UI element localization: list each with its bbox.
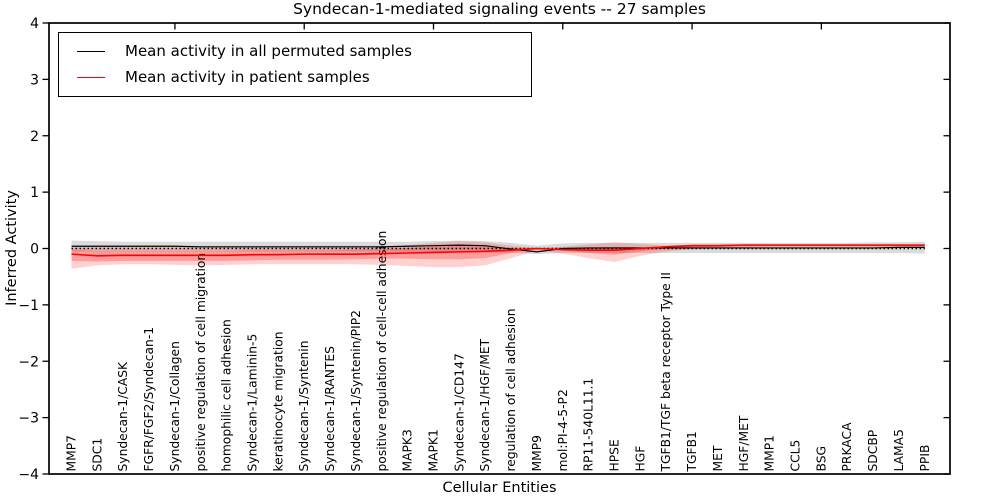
x-tick-label: homophilic cell adhesion [220,319,234,471]
legend-item-patient: Mean activity in patient samples [59,70,531,85]
y-tick-label: 2 [30,129,39,145]
permuted-mean-line [71,244,925,253]
legend-label-permuted: Mean activity in all permuted samples [125,42,412,60]
patient-samples-inner-band [71,244,925,262]
x-tick-label: TGFB1 [685,431,699,472]
x-tick-label: Syndecan-1/Syntenin [297,340,311,471]
x-tick-label: HGF/MET [737,415,751,471]
x-tick-label: MMP9 [530,435,544,471]
x-tick-label: MET [711,445,725,471]
y-tick-label: −1 [18,298,39,314]
x-tick-label: MAPK1 [426,429,440,471]
legend-label-patient: Mean activity in patient samples [125,68,370,86]
legend: Mean activity in all permuted samples Me… [58,32,532,97]
x-axis-label: Cellular Entities [442,480,557,496]
y-tick-labels: 4 3 2 1 0 −1 −2 −3 −4 [18,16,39,483]
x-tick-label: TGFB1/TGF beta receptor Type II [659,272,673,472]
x-tick-label: MAPK3 [401,429,415,471]
x-tick-labels: MMP7 SDC1 Syndecan-1/CASK FGFR/FGF2/Syndeca… [65,231,932,473]
x-tick-label: Syndecan-1/Syntenin/PIP2 [349,310,363,471]
x-tick-label: SDCBP [866,430,880,472]
patient-mean-line [71,244,925,257]
axis-ticks [42,22,950,475]
x-tick-label: positive regulation of cell migration [194,253,208,472]
legend-item-permuted: Mean activity in all permuted samples [59,44,531,59]
x-tick-label: LAMA5 [892,429,906,471]
y-tick-label: −3 [18,411,39,427]
chart-title: Syndecan-1-mediated signaling events -- … [293,0,706,18]
x-tick-label: MMP7 [65,435,79,471]
y-tick-label: −4 [18,467,39,483]
y-tick-label: 1 [30,185,39,201]
y-tick-label: 3 [30,72,39,88]
x-tick-label: positive regulation of cell-cell adhesio… [375,231,389,472]
x-tick-label: HPSE [607,439,621,471]
x-tick-label: keratinocyte migration [271,331,285,471]
x-tick-label: Syndecan-1/Laminin-5 [245,334,259,472]
permuted-line-swatch [77,51,105,52]
x-tick-label: PPIB [918,445,932,472]
x-tick-label: SDC1 [90,438,104,472]
x-tick-label: PRKACA [840,422,854,472]
x-tick-label: Syndecan-1/Collagen [168,341,182,471]
y-tick-label: 0 [30,242,39,258]
x-tick-label: Syndecan-1/CD147 [452,353,466,471]
x-tick-label: Syndecan-1/CASK [116,361,130,472]
patient-line-swatch [77,77,105,78]
x-tick-label: CCL5 [788,440,802,472]
x-tick-label: Syndecan-1/RANTES [323,346,337,472]
x-tick-label: RP11-540L11.1 [582,378,596,472]
x-tick-label: MMP1 [763,435,777,471]
x-tick-label: Syndecan-1/HGF/MET [478,338,492,471]
y-axis-label: Inferred Activity [4,190,20,306]
y-tick-label: −2 [18,354,39,370]
y-tick-label: 4 [30,16,39,32]
x-tick-label: mol:PI-4-5-P2 [556,389,570,471]
x-tick-label: regulation of cell adhesion [504,308,518,471]
x-tick-label: BSG [814,446,828,472]
x-tick-label: FGFR/FGF2/Syndecan-1 [142,327,156,472]
x-tick-label: HGF [633,446,647,472]
